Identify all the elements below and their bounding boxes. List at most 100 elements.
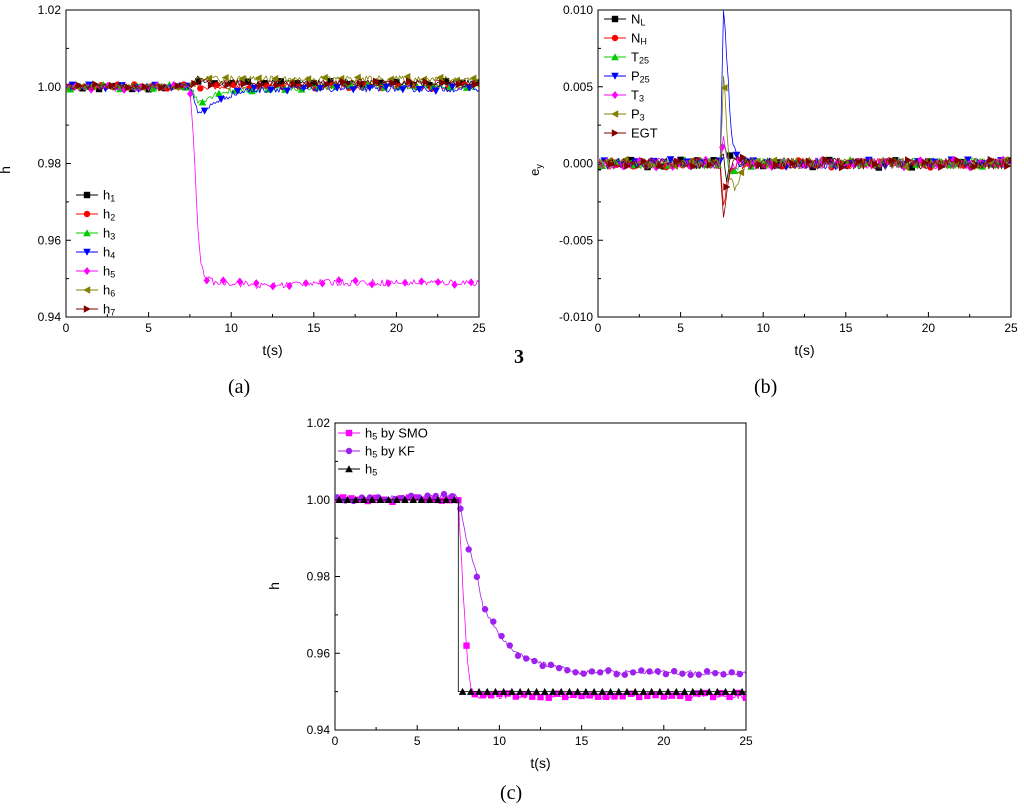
- y-tick-label: -0.010: [559, 310, 593, 324]
- data-point: [532, 687, 541, 695]
- data-point: [588, 668, 596, 675]
- data-point: [266, 86, 275, 94]
- legend-marker: [83, 191, 91, 199]
- data-point: [611, 693, 618, 700]
- legend: h1 h2 h3 h4 h5 h6 h7: [76, 188, 115, 318]
- series-line: [66, 79, 479, 91]
- data-point: [685, 694, 692, 701]
- series-p25: [598, 10, 1011, 171]
- data-point: [677, 692, 684, 700]
- data-point: [734, 689, 741, 697]
- data-point: [719, 143, 726, 152]
- data-point: [605, 667, 612, 674]
- data-point: [728, 669, 735, 676]
- legend-label: T3: [631, 88, 644, 104]
- data-point: [340, 78, 348, 86]
- x-tick-label: 20: [390, 321, 404, 335]
- x-tick-label: 5: [414, 734, 421, 748]
- series-line: [66, 83, 479, 114]
- data-point: [145, 86, 152, 93]
- data-point: [215, 89, 223, 97]
- legend-marker: [83, 305, 91, 313]
- y-tick-label: 0.005: [563, 80, 593, 94]
- data-point: [440, 490, 448, 498]
- legend-item: h1: [76, 188, 115, 204]
- data-point: [705, 687, 713, 695]
- data-point: [442, 77, 450, 85]
- panel-label-a: (a): [228, 376, 251, 398]
- data-point: [638, 667, 645, 674]
- x-axis-title: t(s): [530, 755, 550, 771]
- y-tick-label: 1.02: [307, 416, 331, 430]
- data-point: [68, 81, 77, 89]
- y-tick-label: 0.94: [38, 310, 62, 324]
- data-point: [373, 77, 381, 86]
- data-point: [635, 693, 643, 701]
- data-point: [432, 87, 440, 95]
- data-point: [343, 495, 352, 503]
- data-point: [320, 73, 328, 82]
- plot-frame: [65, 9, 480, 318]
- data-point: [75, 81, 83, 90]
- data-point: [606, 687, 615, 695]
- stray-number: 3: [514, 346, 524, 368]
- legend-item: h5: [76, 264, 115, 280]
- data-point: [471, 690, 478, 698]
- data-point: [465, 546, 472, 553]
- data-point: [553, 690, 561, 697]
- data-point: [964, 156, 972, 164]
- data-point: [666, 156, 675, 164]
- data-point: [631, 687, 639, 695]
- data-point: [668, 692, 676, 699]
- data-point: [399, 86, 407, 94]
- data-point: [838, 163, 846, 172]
- data-point: [742, 694, 746, 702]
- data-point: [335, 495, 344, 503]
- data-point: [458, 687, 467, 695]
- data-point: [540, 687, 549, 695]
- data-point: [335, 276, 343, 285]
- data-point: [561, 693, 569, 701]
- x-tick-label: 10: [225, 321, 239, 335]
- data-point: [537, 693, 544, 701]
- legend-item: h5: [338, 462, 377, 478]
- data-point: [902, 163, 910, 172]
- data-point: [473, 573, 481, 581]
- data-point: [450, 495, 459, 503]
- data-point: [469, 74, 477, 83]
- data-point: [738, 687, 746, 695]
- data-point: [723, 183, 731, 191]
- legend-label: h3: [103, 226, 115, 242]
- data-point: [351, 495, 360, 503]
- legend-label: h5: [365, 462, 377, 478]
- data-point: [726, 152, 734, 159]
- data-point: [673, 157, 681, 166]
- data-point: [466, 687, 475, 695]
- data-point: [455, 80, 463, 89]
- y-axis-title: h: [266, 582, 282, 590]
- legend-marker: [83, 229, 91, 237]
- data-point: [603, 693, 610, 701]
- y-tick-label: 0.010: [563, 3, 593, 17]
- data-point: [925, 158, 932, 165]
- data-point: [721, 687, 730, 695]
- data-point: [382, 83, 391, 91]
- data-point: [660, 693, 667, 700]
- data-point: [971, 163, 979, 171]
- series-line: [598, 10, 1011, 170]
- legend-marker: [611, 53, 619, 61]
- data-point: [598, 687, 607, 695]
- data-point: [647, 687, 656, 695]
- y-tick-label: 1.02: [38, 3, 62, 17]
- data-point: [475, 79, 479, 86]
- data-point: [572, 669, 579, 676]
- data-point: [108, 81, 116, 90]
- legend-label: h5 by SMO: [365, 426, 428, 442]
- plot-area: [66, 72, 479, 291]
- data-point: [737, 168, 745, 177]
- data-point: [590, 687, 598, 695]
- y-tick-label: 0.96: [307, 646, 331, 660]
- x-tick-label: 10: [493, 734, 507, 748]
- data-point: [332, 83, 341, 91]
- data-point: [158, 83, 166, 92]
